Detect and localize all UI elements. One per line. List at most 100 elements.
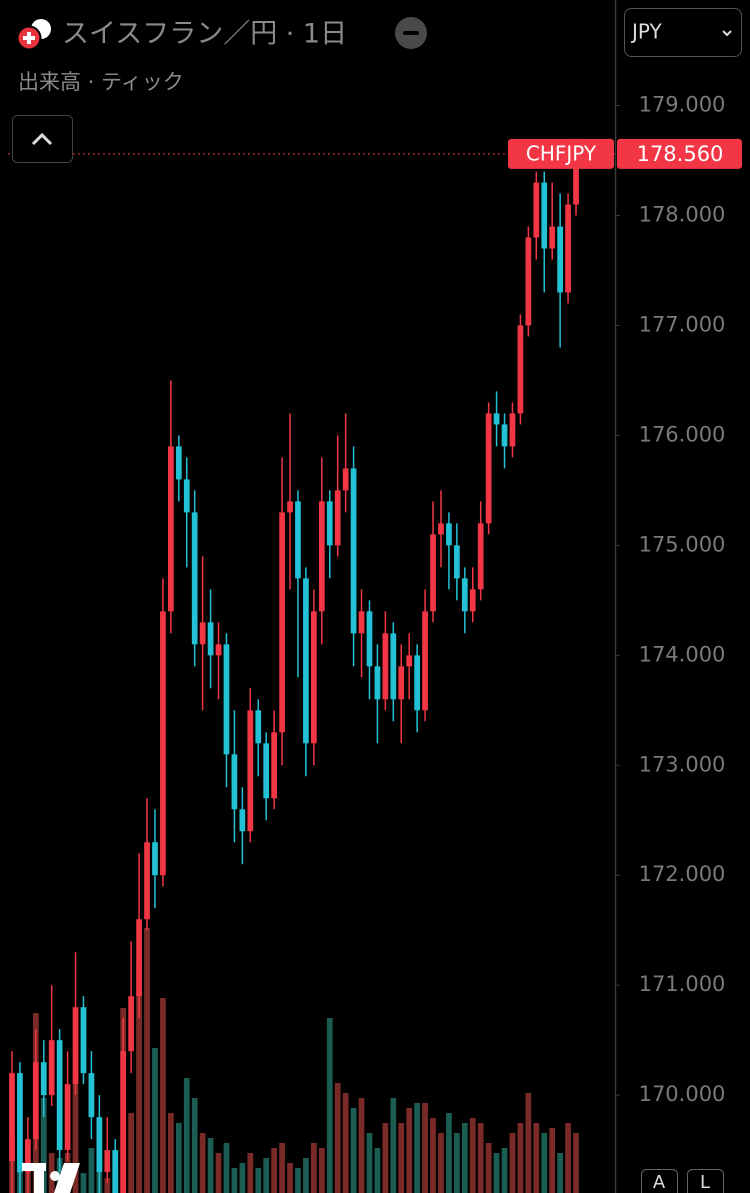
candle-body	[366, 611, 373, 667]
volume-bar	[493, 1153, 500, 1193]
volume-bar	[199, 1133, 206, 1193]
candle-body	[303, 578, 309, 744]
volume-bar	[318, 1148, 325, 1193]
candle-body	[414, 655, 420, 711]
volume-bar	[517, 1123, 524, 1193]
volume-bar	[136, 963, 142, 1193]
candle-body	[382, 633, 389, 700]
candle-body	[454, 545, 460, 579]
volume-bar	[398, 1123, 405, 1193]
last-price-tag-bg	[617, 138, 742, 169]
candle-body	[128, 996, 134, 1052]
candle-body	[255, 710, 262, 744]
candle-body	[56, 1040, 63, 1151]
volume-bar	[477, 1123, 484, 1193]
candle-body	[557, 226, 563, 293]
volume-bar	[255, 1168, 262, 1193]
collapse-button[interactable]	[395, 17, 427, 49]
volume-bar	[350, 1108, 357, 1193]
candle-body	[374, 666, 381, 700]
candle-body	[96, 1117, 103, 1173]
candle-body	[422, 611, 428, 711]
volume-bar	[215, 1153, 222, 1193]
candle-body	[64, 1084, 71, 1151]
candle-body	[279, 512, 285, 733]
symbol-tag-bg	[508, 138, 614, 169]
candle-body	[168, 446, 174, 612]
overlay: CHFJPY 178.560 A L	[8, 138, 742, 1193]
candle-body	[485, 413, 492, 524]
axis-button-label: L	[700, 1172, 710, 1193]
currency-label: JPY	[630, 20, 663, 44]
volume-bar	[374, 1148, 381, 1193]
volume-bar	[239, 1163, 246, 1193]
symbol-icon	[16, 19, 51, 51]
candle-body	[541, 182, 548, 249]
candle-body	[199, 622, 206, 645]
volume-bar	[231, 1168, 238, 1193]
candle-body	[152, 842, 158, 876]
volume-bar	[454, 1133, 460, 1193]
candle-body	[25, 1139, 31, 1173]
price-axis: 170.000 171.000 172.000 173.000 174.000 175.0…	[615, 93, 726, 1106]
last-price-tag: 178.560	[637, 142, 724, 166]
candle-body	[326, 501, 333, 546]
candle-body	[215, 644, 222, 656]
volume-bar	[326, 1018, 333, 1193]
candle-body	[493, 413, 500, 425]
tradingview-logo	[22, 1163, 80, 1193]
volume-bar	[152, 1048, 158, 1193]
candle-body	[295, 501, 301, 579]
candle-body	[9, 1073, 15, 1162]
volume-bar	[303, 1158, 309, 1193]
candle-body	[239, 809, 246, 832]
candle-body	[509, 413, 516, 447]
y-tick-label: 179.000	[639, 93, 726, 117]
candle-body	[398, 666, 405, 700]
volume-bar	[390, 1098, 397, 1193]
y-tick-label: 174.000	[639, 642, 726, 666]
axis-button[interactable]	[687, 1169, 724, 1193]
volume-bar	[358, 1098, 365, 1193]
y-tick-label: 170.000	[639, 1082, 726, 1106]
volume-bar	[279, 1143, 285, 1193]
volume-bar	[549, 1128, 556, 1193]
volume-bar	[183, 1078, 190, 1193]
volume-bar	[446, 1113, 452, 1193]
volume-bar	[501, 1148, 508, 1193]
candle-body	[461, 578, 468, 612]
volume-bar	[191, 1098, 198, 1193]
volume-bar	[40, 1098, 47, 1193]
volume-bar	[271, 1148, 277, 1193]
volume-bar	[223, 1143, 230, 1193]
volume-bar	[144, 928, 150, 1193]
candle-body	[88, 1073, 95, 1118]
candle-body	[120, 1051, 127, 1193]
y-tick-label: 173.000	[639, 752, 726, 776]
candle-body	[525, 237, 532, 326]
candle-body	[231, 754, 238, 810]
currency-button[interactable]: JPY	[624, 8, 742, 57]
volume-bar	[541, 1133, 548, 1193]
volume-bar	[422, 1103, 428, 1193]
candle-body	[469, 589, 476, 612]
volume-bar	[485, 1143, 492, 1193]
candle-body	[350, 468, 357, 634]
candle-body	[72, 1007, 79, 1085]
candle-body	[191, 512, 198, 645]
axis-button[interactable]	[641, 1169, 678, 1193]
toggle-legend-button[interactable]	[12, 115, 73, 163]
volume-bar	[80, 1173, 87, 1193]
volume-bar	[72, 1073, 79, 1193]
candle-body	[40, 1062, 47, 1096]
volume-bar	[88, 1148, 95, 1193]
symbol-tag: CHFJPY	[526, 141, 597, 165]
volume-bar	[104, 1178, 111, 1193]
volume-bar	[438, 1133, 444, 1193]
candle-body	[263, 743, 270, 799]
candle-body	[223, 644, 230, 755]
